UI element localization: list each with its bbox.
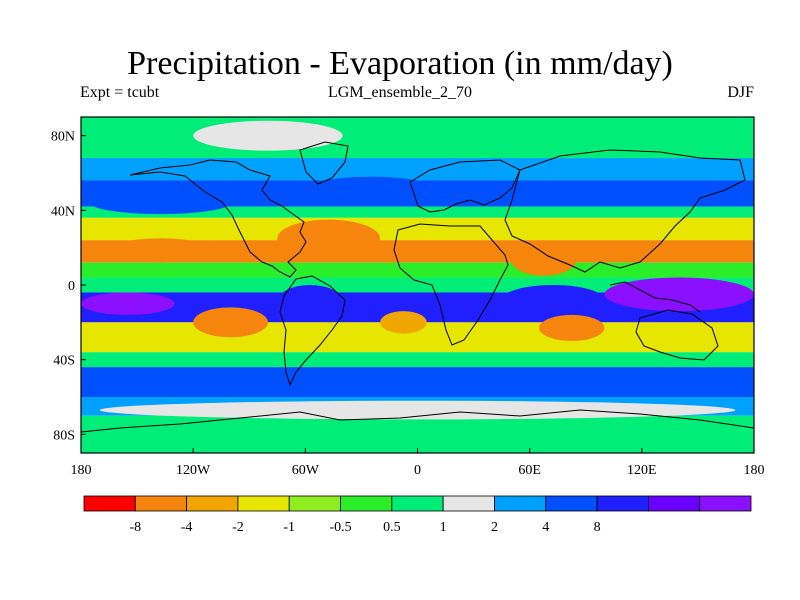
colorbar-swatch xyxy=(494,495,547,512)
coastline-australia xyxy=(635,309,719,361)
x-tick-label: 120W xyxy=(176,463,211,478)
region-arabian-sea-dry xyxy=(510,243,577,276)
band-1 xyxy=(81,158,754,181)
y-tick-label: 80N xyxy=(51,130,75,145)
region-south-atlantic-dry xyxy=(380,311,427,334)
coastline-greenland xyxy=(299,141,349,185)
season-label: DJF xyxy=(727,84,754,101)
chart-title: Precipitation - Evaporation (in mm/day) xyxy=(127,45,673,82)
colorbar-label: -8 xyxy=(129,520,141,535)
region-indian-ocean-itcz xyxy=(501,285,605,315)
band-4 xyxy=(81,217,754,241)
colorbar-label: 2 xyxy=(491,520,498,535)
x-tick-label: 180 xyxy=(744,463,765,478)
y-tick-label: 80S xyxy=(53,428,75,443)
region-amazon-wet xyxy=(277,285,343,319)
colorbar-swatch xyxy=(545,495,598,512)
colorbar-swatch xyxy=(596,495,649,512)
region-antarctic-margin xyxy=(99,400,736,420)
band-13 xyxy=(81,415,754,453)
region-north-atlantic-storm-track xyxy=(305,176,437,203)
x-tick-label: 60E xyxy=(518,463,541,478)
x-tick-label: 0 xyxy=(414,463,421,478)
colorbar-label: 4 xyxy=(542,520,549,535)
x-tick-label: 180 xyxy=(71,463,92,478)
coastline-indonesia xyxy=(609,281,701,313)
colorbar-label: -0.5 xyxy=(329,520,351,535)
region-north-pacific-subtropics xyxy=(109,238,212,263)
coastlines xyxy=(81,141,754,433)
coastline-antarctica xyxy=(81,409,754,433)
colorbar-label: 1 xyxy=(440,520,447,535)
colorbar-swatch xyxy=(340,495,393,512)
colorbar-label: -1 xyxy=(283,520,295,535)
colorbar-swatch xyxy=(134,495,188,512)
coastline-north-america xyxy=(129,159,307,278)
colorbar-swatch xyxy=(647,495,701,512)
region-west-pacific-warm-pool xyxy=(604,277,754,312)
contour-field xyxy=(81,117,754,453)
colorbar-label: 8 xyxy=(594,520,601,535)
region-north-atlantic-subtropics xyxy=(277,219,381,257)
band-3 xyxy=(81,206,754,218)
y-tick-label: 40N xyxy=(51,204,75,219)
y-tick-label: 40S xyxy=(53,354,75,369)
colorbar-label: -2 xyxy=(232,520,244,535)
coastline-south-america xyxy=(279,275,346,387)
ensemble-label: LGM_ensemble_2_70 xyxy=(328,84,472,101)
colorbar-swatch xyxy=(237,495,290,512)
colorbar-label: -4 xyxy=(181,520,193,535)
colorbar-swatch xyxy=(442,495,495,512)
coastline-africa xyxy=(393,223,509,346)
region-spcz xyxy=(81,292,175,315)
region-southeast-pacific-dry xyxy=(193,307,268,338)
region-south-indian-dry xyxy=(539,314,605,341)
axis-ticks: 180 120W 60W 0 60E 120E 180 80N 40N 0 40S 80S xyxy=(51,130,765,478)
coastline-europe xyxy=(409,159,521,213)
colorbar-swatch xyxy=(83,495,136,512)
colorbar-label: 0.5 xyxy=(383,520,401,535)
region-north-pacific-storm-track xyxy=(90,191,231,215)
band-6 xyxy=(81,262,754,278)
x-tick-label: 60W xyxy=(292,463,320,478)
band-11 xyxy=(81,367,754,397)
colorbar: -8 -4 -2 -1 -0.5 0.5 1 2 4 8 xyxy=(83,495,752,535)
x-tick-label: 120E xyxy=(627,463,657,478)
region-arctic-gray xyxy=(193,120,343,151)
experiment-label: Expt = tcubt xyxy=(80,84,160,101)
colorbar-swatch xyxy=(288,495,341,512)
colorbar-swatch xyxy=(186,495,239,512)
band-10 xyxy=(81,352,754,368)
colorbar-swatch xyxy=(699,495,752,512)
coastline-asia xyxy=(504,149,746,273)
y-tick-label: 0 xyxy=(68,279,75,294)
band-5 xyxy=(81,240,754,263)
colorbar-swatch xyxy=(391,495,444,512)
